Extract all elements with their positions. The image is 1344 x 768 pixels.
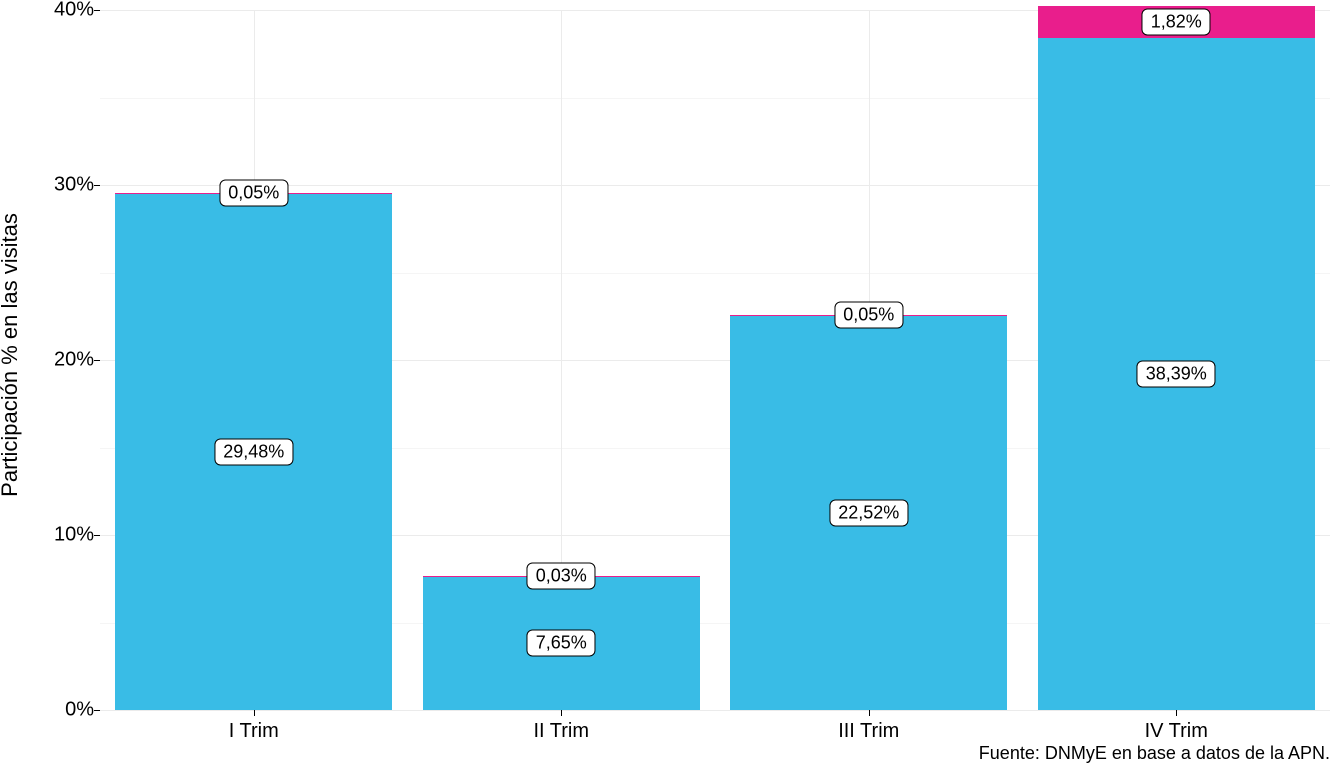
data-label-secondary: 0,03% — [527, 562, 596, 589]
x-tick-label: II Trim — [533, 720, 589, 743]
gridline-major — [100, 710, 1330, 711]
x-tick-mark — [869, 710, 870, 716]
y-tick-label: 20% — [54, 349, 94, 372]
y-tick-mark — [94, 535, 100, 536]
data-label-primary: 38,39% — [1137, 361, 1216, 388]
chart-caption: Fuente: DNMyE en base a datos de la APN. — [979, 743, 1330, 764]
x-tick-mark — [254, 710, 255, 716]
y-tick-label: 0% — [65, 699, 94, 722]
data-label-secondary: 1,82% — [1142, 9, 1211, 36]
y-tick-label: 10% — [54, 524, 94, 547]
x-tick-mark — [1176, 710, 1177, 716]
y-tick-mark — [94, 360, 100, 361]
x-tick-mark — [561, 710, 562, 716]
x-tick-label: III Trim — [838, 720, 899, 743]
y-tick-label: 40% — [54, 0, 94, 22]
data-label-primary: 29,48% — [214, 439, 293, 466]
data-label-secondary: 0,05% — [219, 180, 288, 207]
x-tick-label: IV Trim — [1145, 720, 1208, 743]
x-tick-label: I Trim — [229, 720, 279, 743]
y-tick-mark — [94, 185, 100, 186]
data-label-primary: 22,52% — [829, 499, 908, 526]
chart-container: Participación % en las visitas 29,48% 0,0… — [0, 0, 1344, 768]
y-tick-mark — [94, 710, 100, 711]
data-label-primary: 7,65% — [527, 630, 596, 657]
y-axis-label: Participación % en las visitas — [0, 213, 23, 497]
y-tick-mark — [94, 10, 100, 11]
data-label-secondary: 0,05% — [834, 302, 903, 329]
y-tick-label: 30% — [54, 174, 94, 197]
